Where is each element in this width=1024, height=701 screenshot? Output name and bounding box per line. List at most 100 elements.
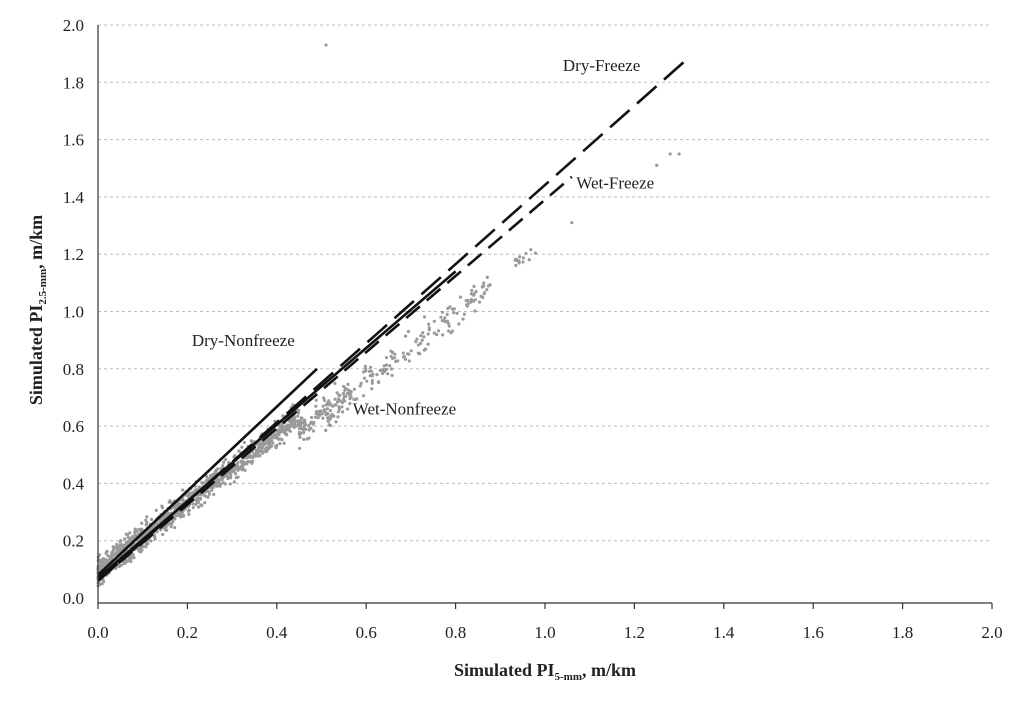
data-point	[113, 553, 117, 557]
data-point	[481, 295, 485, 300]
data-point	[155, 521, 159, 526]
data-point	[271, 441, 275, 445]
data-point	[426, 332, 430, 336]
data-point	[325, 412, 329, 416]
outlier-point	[668, 152, 672, 156]
line-dry-nonfreeze	[97, 367, 318, 577]
data-point	[251, 455, 255, 460]
data-point	[348, 397, 352, 401]
y-tick-label: 1.6	[63, 131, 84, 150]
data-point	[369, 365, 373, 369]
data-point	[419, 341, 423, 345]
y-tick-label: 2.0	[63, 16, 84, 35]
x-tick-label: 0.4	[266, 623, 288, 642]
data-point	[228, 472, 232, 476]
data-point	[359, 381, 363, 385]
x-tick-label: 1.2	[624, 623, 645, 642]
data-point	[407, 359, 411, 363]
data-point	[342, 384, 346, 389]
data-point	[150, 517, 154, 522]
data-point	[330, 404, 334, 408]
data-point	[365, 379, 369, 383]
data-point	[513, 258, 517, 262]
data-point	[336, 415, 340, 419]
data-point	[203, 501, 207, 505]
data-point	[102, 579, 106, 584]
y-tick-label: 0.8	[63, 360, 84, 379]
data-point	[352, 387, 356, 391]
data-point	[447, 324, 451, 328]
data-point	[380, 371, 385, 376]
data-point	[265, 449, 269, 454]
data-point	[419, 334, 423, 338]
data-point	[482, 291, 487, 295]
data-point	[216, 477, 220, 481]
data-point	[320, 412, 324, 416]
data-point	[218, 482, 223, 486]
data-point	[200, 481, 204, 485]
data-point	[285, 427, 289, 431]
data-point	[197, 505, 201, 509]
data-point	[335, 391, 339, 395]
data-point	[452, 311, 456, 315]
data-point	[247, 453, 252, 457]
data-point	[527, 258, 531, 262]
data-point	[149, 539, 153, 543]
data-point	[245, 462, 249, 466]
data-point	[382, 367, 386, 372]
data-point	[422, 335, 426, 339]
data-point	[346, 407, 350, 411]
data-point	[451, 307, 455, 311]
data-point	[482, 281, 486, 285]
annotation-wet-freeze: Wet-Freeze	[576, 173, 654, 192]
data-point	[521, 260, 525, 264]
data-point	[333, 397, 337, 401]
data-point	[418, 352, 422, 356]
data-point	[473, 298, 477, 302]
data-point	[104, 557, 108, 562]
data-point	[346, 388, 350, 392]
data-point	[123, 537, 127, 541]
data-point	[214, 470, 218, 474]
data-point	[441, 333, 445, 337]
data-point	[187, 508, 191, 512]
data-point	[166, 513, 170, 517]
data-point	[407, 352, 411, 356]
data-point	[298, 446, 302, 450]
data-point	[421, 331, 425, 335]
data-point	[464, 299, 468, 303]
regression-lines	[97, 61, 685, 582]
data-point	[300, 416, 304, 420]
data-point	[443, 316, 447, 320]
data-point	[426, 342, 430, 346]
data-point	[240, 445, 244, 449]
data-point	[309, 420, 313, 424]
data-point	[314, 412, 318, 416]
data-point	[455, 311, 459, 315]
data-point	[112, 547, 116, 551]
data-point	[98, 558, 102, 562]
outlier-point	[677, 152, 681, 156]
data-point	[187, 512, 191, 517]
data-point	[477, 300, 481, 304]
data-point	[285, 433, 289, 437]
y-axis-title: Simulated PI2.5-mm, m/km	[26, 215, 49, 405]
x-tick-label: 1.6	[803, 623, 824, 642]
data-point	[440, 310, 445, 314]
data-point	[294, 419, 298, 423]
data-point	[220, 477, 224, 481]
data-point	[327, 399, 331, 403]
x-tick-label: 0.2	[177, 623, 198, 642]
outlier-point	[570, 221, 574, 225]
data-point	[376, 380, 381, 384]
data-point	[364, 367, 368, 371]
data-point	[302, 431, 306, 435]
data-point	[422, 315, 427, 319]
data-point	[144, 518, 148, 522]
data-point	[517, 259, 521, 263]
line-wet-nonfreeze	[97, 270, 457, 579]
data-point	[473, 309, 477, 313]
y-tick-label: 1.2	[63, 245, 84, 264]
data-point	[415, 337, 419, 341]
data-point	[292, 425, 296, 429]
